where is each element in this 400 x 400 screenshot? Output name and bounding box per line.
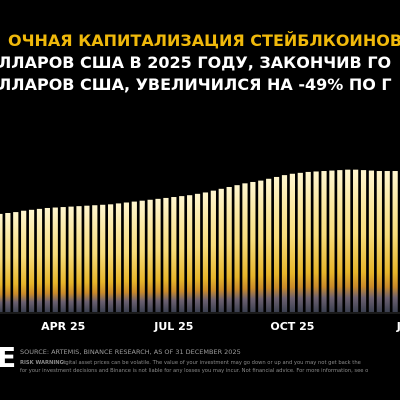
title-line: ОЧНАЯ КАПИТАЛИЗАЦИЯ СТЕЙБЛКОИНОВ (8, 31, 400, 50)
bar (353, 169, 359, 312)
bar (210, 190, 216, 312)
bars (0, 169, 398, 312)
bar (123, 202, 130, 312)
bar (28, 209, 35, 312)
bar (384, 171, 390, 312)
bar (202, 192, 209, 312)
bar (163, 197, 169, 312)
bar (147, 199, 153, 312)
bar (139, 200, 145, 312)
bar (218, 188, 224, 312)
bar (171, 197, 177, 312)
bar (360, 170, 367, 312)
bar (258, 180, 264, 312)
title-line: ЛЛАРОВ США В 2025 ГОДУ, ЗАКОНЧИВ ГО (0, 53, 391, 72)
x-tick-label: APR 25 (41, 320, 85, 333)
bar (281, 175, 288, 312)
bar (0, 213, 3, 312)
x-tick-label: OCT 25 (270, 320, 314, 333)
bar (289, 173, 296, 312)
bar (305, 171, 311, 312)
bar (92, 205, 98, 312)
x-tick-label: JA (396, 320, 400, 333)
bar (266, 178, 272, 312)
bar (179, 196, 185, 312)
bar (155, 198, 161, 312)
bar (115, 203, 122, 312)
bar (329, 170, 335, 312)
bar (376, 171, 382, 312)
bar (60, 207, 66, 312)
bar (52, 207, 58, 312)
bar (44, 207, 50, 312)
bar (273, 176, 280, 312)
logo: E (0, 341, 16, 374)
x-tick-label: JUL 25 (153, 320, 193, 333)
bar (345, 169, 351, 312)
bar (68, 206, 74, 312)
bar (100, 204, 106, 312)
bar (337, 170, 343, 312)
bar (194, 193, 201, 312)
title-line: ЛЛАРОВ США, УВЕЛИЧИЛСЯ НА -49% ПО Г (0, 75, 392, 94)
bar (131, 201, 137, 312)
bar (297, 172, 303, 312)
bar (5, 212, 11, 312)
bar (234, 185, 240, 312)
risk-text: for your investment decisions and Binanc… (20, 368, 368, 374)
bar (107, 204, 114, 312)
bar (226, 186, 232, 312)
bar (13, 212, 19, 312)
bar (36, 208, 43, 312)
bar (84, 205, 90, 312)
bar (368, 170, 375, 312)
bar (313, 171, 319, 312)
bar (242, 183, 248, 312)
bar (187, 195, 193, 312)
bar (250, 181, 256, 312)
source: SOURCE: ARTEMIS, BINANCE RESEARCH, AS OF… (20, 348, 241, 356)
bar (76, 206, 82, 312)
bar (392, 171, 398, 312)
bar (21, 210, 27, 312)
bar (321, 171, 327, 312)
risk-label: RISK WARNING: (20, 360, 66, 366)
risk-text: Digital asset prices can be volatile. Th… (60, 360, 361, 366)
